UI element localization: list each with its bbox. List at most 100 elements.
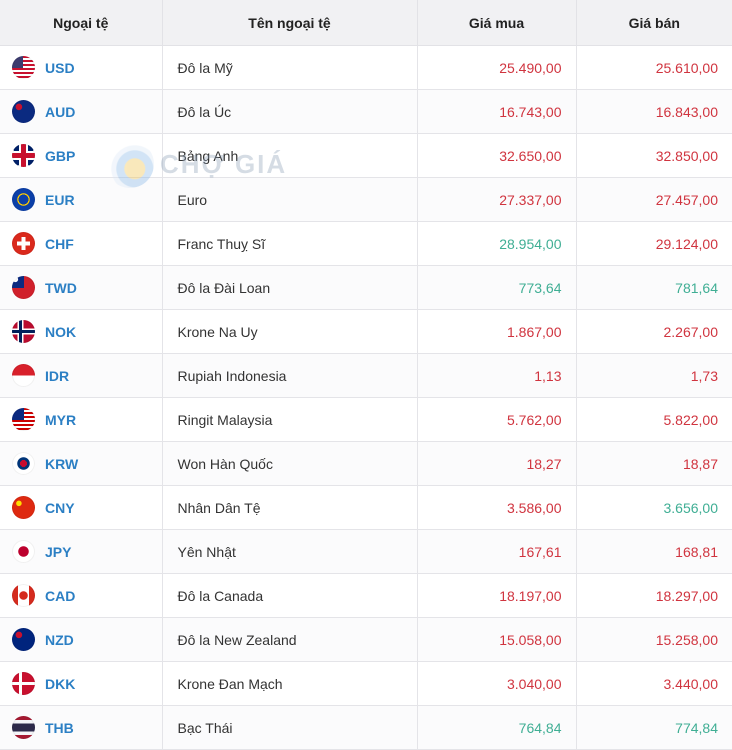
buy-price: 27.337,00 <box>417 177 577 222</box>
currency-cell: CHF <box>0 221 163 266</box>
buy-price: 18.197,00 <box>417 573 577 618</box>
sell-price: 781,64 <box>576 265 732 310</box>
currency-code-link[interactable]: JPY <box>45 543 72 560</box>
buy-price: 1,13 <box>417 353 577 398</box>
currency-name: Rupiah Indonesia <box>162 353 418 398</box>
currency-code-link[interactable]: THB <box>45 719 74 736</box>
currency-cell: CNY <box>0 485 163 530</box>
header-currency: Ngoại tệ <box>0 0 163 46</box>
currency-cell: KRW <box>0 441 163 486</box>
currency-cell: THB <box>0 705 163 750</box>
table-row: NOK Krone Na Uy 1.867,00 2.267,00 <box>0 309 732 354</box>
table-row: CAD Đô la Canada 18.197,00 18.297,00 <box>0 573 732 618</box>
currency-code-link[interactable]: MYR <box>45 411 77 428</box>
currency-code-link[interactable]: TWD <box>45 279 77 296</box>
buy-price: 32.650,00 <box>417 133 577 178</box>
currency-name: Nhân Dân Tệ <box>162 485 418 530</box>
currency-name: Euro <box>162 177 418 222</box>
currency-cell: NOK <box>0 309 163 354</box>
sell-price: 18.297,00 <box>576 573 732 618</box>
th-flag-icon <box>12 716 35 739</box>
sell-price: 15.258,00 <box>576 617 732 662</box>
currency-name: Ringit Malaysia <box>162 397 418 442</box>
currency-cell: TWD <box>0 265 163 310</box>
tw-flag-icon <box>12 276 35 299</box>
currency-code-link[interactable]: CHF <box>45 235 74 252</box>
currency-name: Franc Thuỵ Sĩ <box>162 221 418 266</box>
currency-code-link[interactable]: DKK <box>45 675 76 692</box>
sell-price: 27.457,00 <box>576 177 732 222</box>
currency-code-link[interactable]: NZD <box>45 631 74 648</box>
sell-price: 774,84 <box>576 705 732 750</box>
currency-code-link[interactable]: GBP <box>45 147 76 164</box>
currency-name: Đô la New Zealand <box>162 617 418 662</box>
buy-price: 167,61 <box>417 529 577 574</box>
currency-cell: JPY <box>0 529 163 574</box>
kr-flag-icon <box>12 452 35 475</box>
table-header-row: Ngoại tệ Tên ngoại tệ Giá mua Giá bán <box>0 0 732 46</box>
table-row: GBP Bảng Anh 32.650,00 32.850,00 <box>0 133 732 178</box>
currency-code-link[interactable]: KRW <box>45 455 79 472</box>
currency-cell: DKK <box>0 661 163 706</box>
sell-price: 3.440,00 <box>576 661 732 706</box>
us-flag-icon <box>12 56 35 79</box>
currency-name: Đô la Úc <box>162 89 418 134</box>
sell-price: 1,73 <box>576 353 732 398</box>
table-row: IDR Rupiah Indonesia 1,13 1,73 <box>0 353 732 398</box>
nz-flag-icon <box>12 628 35 651</box>
au-flag-icon <box>12 100 35 123</box>
currency-code-link[interactable]: CNY <box>45 499 75 516</box>
currency-code-link[interactable]: EUR <box>45 191 75 208</box>
currency-code-link[interactable]: IDR <box>45 367 70 384</box>
buy-price: 15.058,00 <box>417 617 577 662</box>
currency-code-link[interactable]: NOK <box>45 323 77 340</box>
currency-name: Đô la Mỹ <box>162 45 418 90</box>
eu-flag-icon <box>12 188 35 211</box>
currency-cell: NZD <box>0 617 163 662</box>
id-flag-icon <box>12 364 35 387</box>
currency-name: Đô la Đài Loan <box>162 265 418 310</box>
sell-price: 5.822,00 <box>576 397 732 442</box>
buy-price: 28.954,00 <box>417 221 577 266</box>
sell-price: 16.843,00 <box>576 89 732 134</box>
table-row: CNY Nhân Dân Tệ 3.586,00 3.656,00 <box>0 485 732 530</box>
sell-price: 32.850,00 <box>576 133 732 178</box>
currency-cell: IDR <box>0 353 163 398</box>
table-row: MYR Ringit Malaysia 5.762,00 5.822,00 <box>0 397 732 442</box>
currency-cell: AUD <box>0 89 163 134</box>
buy-price: 18,27 <box>417 441 577 486</box>
sell-price: 18,87 <box>576 441 732 486</box>
currency-cell: CAD <box>0 573 163 618</box>
sell-price: 29.124,00 <box>576 221 732 266</box>
buy-price: 1.867,00 <box>417 309 577 354</box>
table-row: USD Đô la Mỹ 25.490,00 25.610,00 <box>0 45 732 90</box>
ca-flag-icon <box>12 584 35 607</box>
buy-price: 5.762,00 <box>417 397 577 442</box>
sell-price: 3.656,00 <box>576 485 732 530</box>
currency-code-link[interactable]: AUD <box>45 103 76 120</box>
cn-flag-icon <box>12 496 35 519</box>
table-row: EUR Euro 27.337,00 27.457,00 <box>0 177 732 222</box>
table-row: KRW Won Hàn Quốc 18,27 18,87 <box>0 441 732 486</box>
table-row: TWD Đô la Đài Loan 773,64 781,64 <box>0 265 732 310</box>
buy-price: 773,64 <box>417 265 577 310</box>
sell-price: 25.610,00 <box>576 45 732 90</box>
header-buy-price: Giá mua <box>417 0 577 46</box>
table-row: CHF Franc Thuỵ Sĩ 28.954,00 29.124,00 <box>0 221 732 266</box>
header-currency-name: Tên ngoại tệ <box>162 0 418 46</box>
currency-name: Krone Na Uy <box>162 309 418 354</box>
buy-price: 16.743,00 <box>417 89 577 134</box>
currency-cell: USD <box>0 45 163 90</box>
currency-code-link[interactable]: CAD <box>45 587 76 604</box>
buy-price: 764,84 <box>417 705 577 750</box>
currency-name: Bảng Anh <box>162 133 418 178</box>
currency-name: Đô la Canada <box>162 573 418 618</box>
currency-name: Won Hàn Quốc <box>162 441 418 486</box>
currency-code-link[interactable]: USD <box>45 59 75 76</box>
currency-cell: GBP <box>0 133 163 178</box>
ch-flag-icon <box>12 232 35 255</box>
buy-price: 25.490,00 <box>417 45 577 90</box>
no-flag-icon <box>12 320 35 343</box>
sell-price: 168,81 <box>576 529 732 574</box>
